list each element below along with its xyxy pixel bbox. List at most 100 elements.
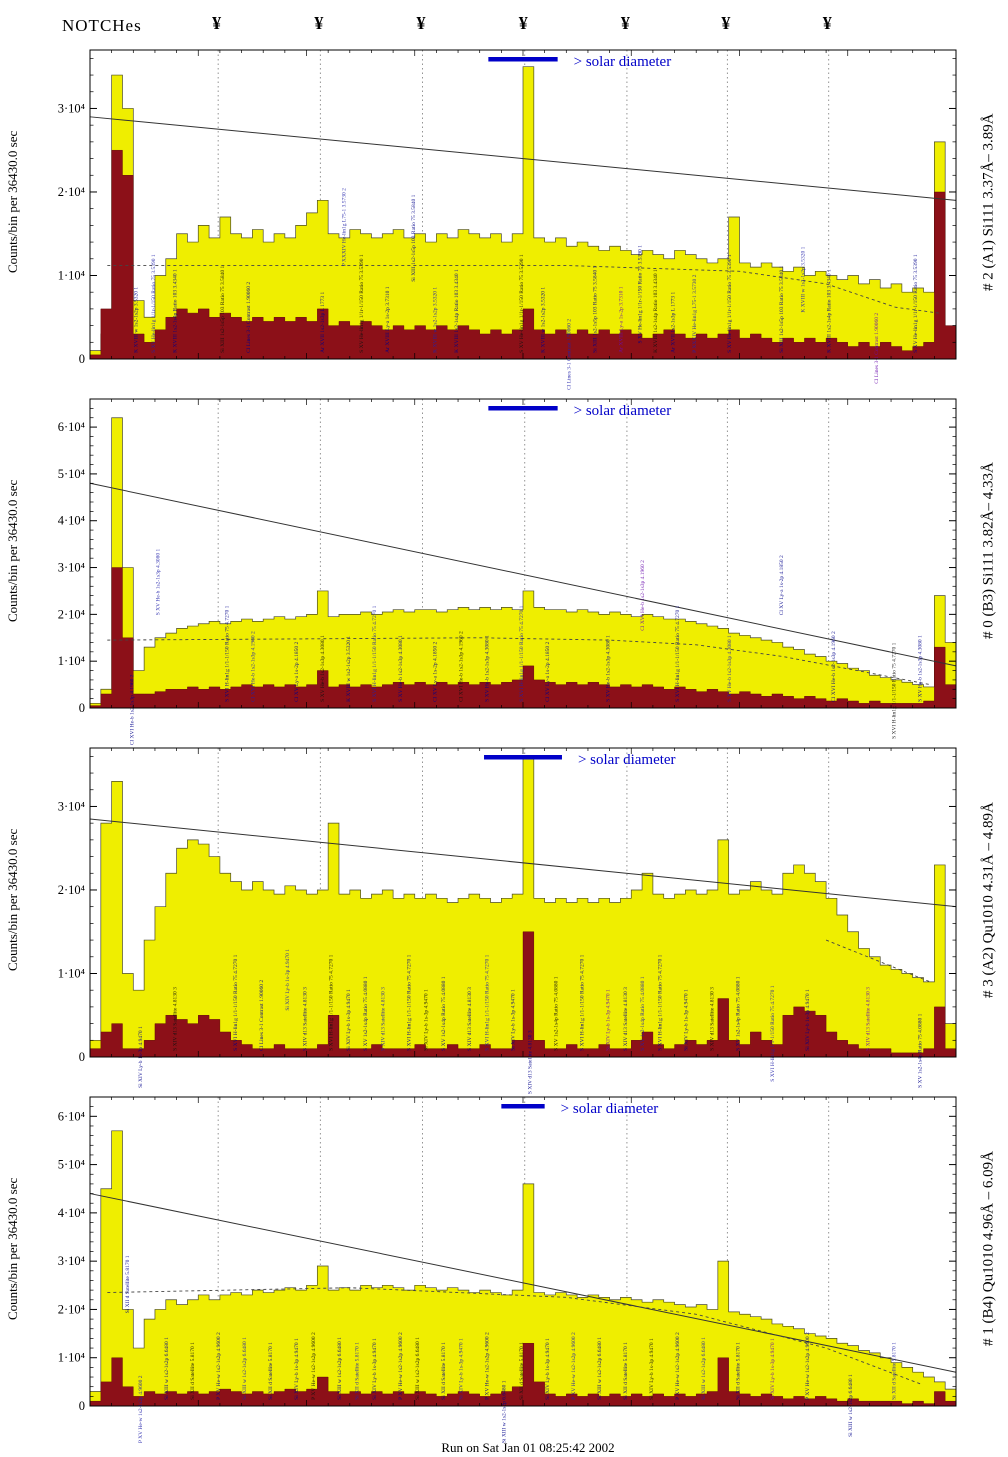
svg-text:Si XIII w 1s2-1s2p 6.6480 1: Si XIII w 1s2-1s2p 6.6480 1 — [597, 1337, 603, 1400]
svg-text:3·10⁴: 3·10⁴ — [58, 561, 85, 575]
svg-text:Si XII d Satellite 5.8170 1: Si XII d Satellite 5.8170 1 — [354, 1342, 360, 1400]
svg-text:S XIV d13 Satellite 4.8130 3: S XIV d13 Satellite 4.8130 3 — [173, 987, 179, 1051]
svg-text:P XV He-w 1s2-1s2p 4.9600 2: P XV He-w 1s2-1s2p 4.9600 2 — [571, 1332, 577, 1400]
svg-text:Si XIV Ly-b 1s-3p 4.9470 1: Si XIV Ly-b 1s-3p 4.9470 1 — [424, 989, 430, 1051]
svg-text:Si XII d Satellite 5.8170 1: Si XII d Satellite 5.8170 1 — [441, 1342, 447, 1400]
svg-text:S XV He-lin1g 1/1r-1/150 Ratio: S XV He-lin1g 1/1r-1/150 Ratio 75 3.5390… — [359, 254, 365, 353]
svg-text:Cl Lines 3-1 Contrast 1.90060: Cl Lines 3-1 Contrast 1.90060 2 — [874, 313, 880, 384]
svg-text:Si XIV Ly-b 1s-3p 4.9470 1: Si XIV Ly-b 1s-3p 4.9470 1 — [606, 989, 612, 1051]
svg-text:K XVIII 1s2-1s4p Ratio 103 3.4: K XVIII 1s2-1s4p Ratio 103 3.4340 1 — [454, 269, 460, 353]
svg-text:S XV He-b 1s2-1s3p 4.3080 1: S XV He-b 1s2-1s3p 4.3080 1 — [398, 635, 404, 702]
svg-text:Si XIII w 1s2-1s2p 6.6480 1: Si XIII w 1s2-1s2p 6.6480 1 — [242, 1337, 248, 1400]
svg-text:2·10⁴: 2·10⁴ — [58, 607, 85, 621]
svg-text:S XVI H-lin1g 1/1-1/150 Ratio: S XVI H-lin1g 1/1-1/150 Ratio 75 4.7270 … — [675, 605, 681, 701]
svg-text:Si XIV Ly-b 1s-3p 4.9470 1: Si XIV Ly-b 1s-3p 4.9470 1 — [770, 1338, 776, 1400]
svg-text:6·10⁴: 6·10⁴ — [58, 420, 85, 434]
svg-text:P XXXIV He-lin1g L75-1 3.5730: P XXXIV He-lin1g L75-1 3.5730 2 — [341, 188, 347, 266]
svg-text:Si XIV Ly-b 1s-3p 4.9470 1: Si XIV Ly-b 1s-3p 4.9470 1 — [294, 1338, 300, 1400]
svg-text:S XVI H-lin1g 1/1-1/150 Ratio: S XVI H-lin1g 1/1-1/150 Ratio 75 4.7270 … — [770, 985, 776, 1081]
svg-text:3·10⁴: 3·10⁴ — [58, 799, 85, 813]
svg-text:0: 0 — [79, 701, 85, 715]
svg-text:S XIV d13 Satellite 4.8130 3: S XIV d13 Satellite 4.8130 3 — [623, 987, 629, 1051]
svg-text:> solar diameter: > solar diameter — [574, 403, 672, 419]
svg-text:S XIV d13 Satellite 4.8130 3: S XIV d13 Satellite 4.8130 3 — [710, 987, 716, 1051]
svg-text:> solar diameter: > solar diameter — [574, 54, 672, 70]
svg-text:P XV He-w 1s2-1s2p 4.9600 2: P XV He-w 1s2-1s2p 4.9600 2 — [675, 1332, 681, 1400]
plot-3-a2: Si XIV Ly-b 1s-3p 4.9470 1 S XIV d13 Sate… — [58, 747, 957, 1094]
notches-label: NOTCHes — [62, 16, 142, 35]
svg-text:P XV He-w 1s2-1s2p 4.9600 2: P XV He-w 1s2-1s2p 4.9600 2 — [805, 1332, 811, 1400]
svg-text:Cl Lines 3-1 Contrast 1.90060: Cl Lines 3-1 Contrast 1.90060 2 — [259, 980, 265, 1051]
svg-text:S XVI H-lin1g 1/1-1/150 Ratio: S XVI H-lin1g 1/1-1/150 Ratio 75 4.7270 … — [328, 954, 334, 1050]
svg-text:S XV He-b 1s2-1s3p 4.3080 1: S XV He-b 1s2-1s3p 4.3080 1 — [320, 635, 326, 702]
svg-text:2·10⁴: 2·10⁴ — [58, 1302, 85, 1316]
svg-text:Si XII d Satellite 5.8170 1: Si XII d Satellite 5.8170 1 — [125, 1255, 131, 1313]
notch-symbol: ¥ — [822, 13, 832, 33]
svg-text:S XIV d13 Satellite 4.8130 3: S XIV d13 Satellite 4.8130 3 — [303, 987, 309, 1051]
notch-symbol: ¥ — [416, 13, 426, 33]
svg-text:S XV He-b 1s2-1s3p 4.3080 1: S XV He-b 1s2-1s3p 4.3080 1 — [917, 635, 923, 702]
svg-text:Si XIV Ly-b 1s-3p 4.9470 1: Si XIV Ly-b 1s-3p 4.9470 1 — [372, 1338, 378, 1400]
svg-text:Si XIII w 1s2-1s2p 6.6480 1: Si XIII w 1s2-1s2p 6.6480 1 — [337, 1337, 343, 1400]
svg-text:3·10⁴: 3·10⁴ — [58, 1254, 85, 1268]
svg-text:S XVI H-lin1g 1/1-1/150 Ratio: S XVI H-lin1g 1/1-1/150 Ratio 75 4.7270 … — [372, 605, 378, 701]
channel-label: # 3 (A2) Qu1010 4.31Å – 4.89Å — [980, 802, 997, 998]
svg-text:2·10⁴: 2·10⁴ — [58, 185, 85, 199]
panel-3-a2-qu1010: Counts/bin per 36430.0 sec Si XIV Ly-b 1… — [0, 742, 1008, 1094]
run-timestamp: Run on Sat Jan 01 08:25:42 2002 — [441, 1440, 615, 1455]
svg-text:P XV He-w 1s2-1s2p 4.9600 2: P XV He-w 1s2-1s2p 4.9600 2 — [216, 1332, 222, 1400]
svg-text:Cl XVI He-b 1s2-1s3p 4.1960 2: Cl XVI He-b 1s2-1s3p 4.1960 2 — [251, 631, 257, 702]
svg-text:1·10⁴: 1·10⁴ — [58, 654, 85, 668]
panel-1-b4-qu1010: Counts/bin per 36430.0 sec Si XII d Sate… — [0, 1091, 1008, 1443]
svg-text:K XVIII 1s2-1s4p Ratio 103 3.4: K XVIII 1s2-1s4p Ratio 103 3.4340 1 — [826, 269, 832, 353]
svg-text:K XVIII w 1s2-1s2p 3.5320 1: K XVIII w 1s2-1s2p 3.5320 1 — [541, 287, 547, 353]
svg-text:S XV 1s2-1s4p Ratio 75 4.0880: S XV 1s2-1s4p Ratio 75 4.0880 1 — [441, 976, 447, 1051]
svg-text:S XV He-lin1g 1/1r-1/150 Ratio: S XV He-lin1g 1/1r-1/150 Ratio 75 3.5390… — [151, 254, 157, 353]
svg-text:K XVIII w 1s2-1s2p 3.5320 1: K XVIII w 1s2-1s2p 3.5320 1 — [432, 287, 438, 353]
svg-text:S XVI H-lin1g 1/1-1/150 Ratio: S XVI H-lin1g 1/1-1/150 Ratio 75 4.7270 … — [580, 954, 586, 1050]
svg-text:Ar XVII 1s2-1s3p L 1773 1: Ar XVII 1s2-1s3p L 1773 1 — [671, 292, 677, 353]
notch-symbol: ¥ — [212, 13, 222, 33]
svg-text:P XV He-w 1s2-1s2p 4.9600 2: P XV He-w 1s2-1s2p 4.9600 2 — [138, 1375, 144, 1443]
svg-text:Si XII d Satellite 5.8170 1: Si XII d Satellite 5.8170 1 — [736, 1342, 742, 1400]
svg-text:S XV He-lin1g 1/1r-1/150 Ratio: S XV He-lin1g 1/1r-1/150 Ratio 75 3.5390… — [638, 245, 644, 344]
svg-text:Ar XVIII Ly-a 1s-2p 3.7310 1: Ar XVIII Ly-a 1s-2p 3.7310 1 — [619, 286, 625, 353]
svg-text:S XV He-b 1s2-1s3p 4.3080 1: S XV He-b 1s2-1s3p 4.3080 1 — [484, 635, 490, 702]
panel-2-a1-si111: Counts/bin per 36430.0 sec K XVIII w 1s2… — [0, 44, 1008, 393]
svg-text:0: 0 — [79, 352, 85, 366]
svg-text:1·10⁴: 1·10⁴ — [58, 1351, 85, 1365]
svg-text:K XVIII w 1s2-1s2p 3.5320 1: K XVIII w 1s2-1s2p 3.5320 1 — [800, 246, 806, 312]
svg-text:Cl XVI He-b 1s2-1s3p 4.1960 2: Cl XVI He-b 1s2-1s3p 4.1960 2 — [458, 631, 464, 702]
svg-text:S XVI H-lin1g 1/1-1/150 Ratio: S XVI H-lin1g 1/1-1/150 Ratio 75 4.7270 … — [658, 954, 664, 1050]
y-axis-label: Counts/bin per 36430.0 sec — [5, 479, 20, 623]
svg-text:P XV He-w 1s2-1s2p 4.9600 2: P XV He-w 1s2-1s2p 4.9600 2 — [484, 1332, 490, 1400]
svg-text:0: 0 — [79, 1050, 85, 1064]
svg-text:S XIV d13 Satellite 4.8130 3: S XIV d13 Satellite 4.8130 3 — [865, 987, 871, 1051]
panel-0-b3-si111: Counts/bin per 36430.0 sec Cl XVI He-b 1… — [0, 393, 1008, 745]
svg-text:Cl XV Ly-a 1s-2p 4.1850 2: Cl XV Ly-a 1s-2p 4.1850 2 — [779, 555, 785, 615]
svg-text:S XV He-lin1g 1/1r-1/150 Ratio: S XV He-lin1g 1/1r-1/150 Ratio 75 3.5390… — [727, 254, 733, 353]
svg-text:Ar XVIII Ly-a 1s-2p 3.7310 1: Ar XVIII Ly-a 1s-2p 3.7310 1 — [385, 286, 391, 353]
svg-text:S XVI H-lin1g 1/1-1/150 Ratio: S XVI H-lin1g 1/1-1/150 Ratio 75 4.7270 … — [519, 605, 525, 701]
svg-text:Si XIII 1s2-1s5p 103 Ratio 75: Si XIII 1s2-1s5p 103 Ratio 75 3.5840 1 — [593, 265, 599, 352]
svg-text:Cl XV Ly-a 1s-2p 4.1850 2: Cl XV Ly-a 1s-2p 4.1850 2 — [432, 641, 438, 701]
plot-2-a1: K XVIII w 1s2-1s2p 3.5320 1 S XV He-lin1g… — [58, 49, 957, 390]
svg-text:Si XII d Satellite 5.8170 1: Si XII d Satellite 5.8170 1 — [519, 1342, 525, 1400]
svg-text:Si XIV Ly-b 1s-3p 4.9470 1: Si XIV Ly-b 1s-3p 4.9470 1 — [346, 989, 352, 1051]
svg-text:Si XIII 1s2-1s5p 103 Ratio 75: Si XIII 1s2-1s5p 103 Ratio 75 3.5840 1 — [220, 265, 226, 352]
plot-0-b3: Cl XVI He-b 1s2-1s3p 4.1960 2 S XV He-b 1… — [58, 398, 957, 745]
svg-text:1·10⁴: 1·10⁴ — [58, 966, 85, 980]
svg-text:P XXXIV He-lin1g L75-1 3.5730: P XXXIV He-lin1g L75-1 3.5730 2 — [692, 274, 698, 352]
svg-text:Si XII d Satellite 5.8170 1: Si XII d Satellite 5.8170 1 — [190, 1342, 196, 1400]
svg-text:1·10⁴: 1·10⁴ — [58, 268, 85, 282]
svg-text:4·10⁴: 4·10⁴ — [58, 514, 85, 528]
svg-text:S XIV d13 Satellite 4.8130 3: S XIV d13 Satellite 4.8130 3 — [528, 1030, 534, 1094]
svg-text:Si XIV Ly-b 1s-3p 4.9470 1: Si XIV Ly-b 1s-3p 4.9470 1 — [285, 949, 291, 1011]
svg-text:S XV 1s2-1s4p Ratio 75 4.0880: S XV 1s2-1s4p Ratio 75 4.0880 1 — [640, 976, 646, 1051]
svg-text:Si XIII 1s2-1s5p 103 Ratio 75: Si XIII 1s2-1s5p 103 Ratio 75 3.5840 1 — [411, 194, 417, 281]
svg-text:Si XII d Satellite 5.8170 1: Si XII d Satellite 5.8170 1 — [891, 1342, 897, 1400]
svg-text:S XV 1s2-1s4p Ratio 75 4.0880: S XV 1s2-1s4p Ratio 75 4.0880 1 — [917, 1013, 923, 1088]
svg-text:Si XIII w 1s2-1s2p 6.6480 1: Si XIII w 1s2-1s2p 6.6480 1 — [164, 1337, 170, 1400]
svg-text:Cl XV Ly-a 1s-2p 4.1850 2: Cl XV Ly-a 1s-2p 4.1850 2 — [545, 641, 551, 701]
